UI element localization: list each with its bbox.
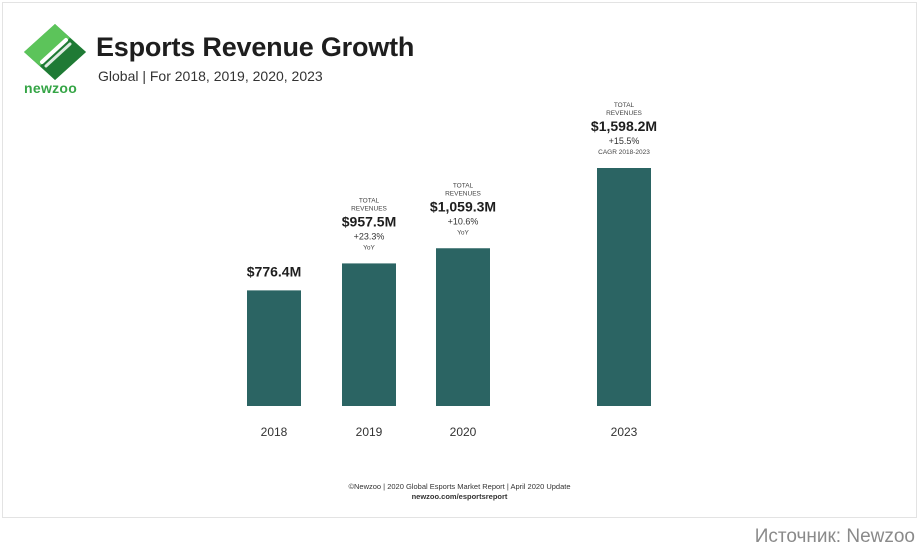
chart-subtitle: Global | For 2018, 2019, 2020, 2023 (98, 68, 323, 84)
growth-note-2019: YoY (363, 244, 375, 251)
footer-url[interactable]: newzoo.com/esportsreport (411, 492, 508, 501)
tick-label-2023: 2023 (611, 425, 638, 439)
caption-line1-2020: TOTAL (453, 182, 474, 189)
bar-2018 (247, 290, 301, 406)
growth-note-2023: CAGR 2018-2023 (598, 149, 650, 156)
tick-label-2018: 2018 (261, 425, 288, 439)
bar-2019 (342, 263, 396, 406)
value-label-2020: $1,059.3M (430, 198, 496, 214)
caption-line2-2023: REVENUES (606, 110, 642, 117)
bar-2020 (436, 248, 490, 406)
newzoo-logo (22, 22, 88, 98)
growth-label-2019: +23.3% (354, 231, 385, 241)
chart-title: Esports Revenue Growth (96, 32, 415, 62)
value-label-2023: $1,598.2M (591, 118, 657, 134)
tick-label-2019: 2019 (356, 425, 383, 439)
growth-label-2023: +15.5% (609, 136, 640, 146)
value-label-2018: $776.4M (247, 263, 301, 279)
source-caption: Источник: Newzoo (754, 526, 915, 547)
footer-credit: ©Newzoo | 2020 Global Esports Market Rep… (348, 482, 571, 491)
tick-label-2020: 2020 (450, 425, 477, 439)
caption-line2-2019: REVENUES (351, 205, 387, 212)
caption-line1-2019: TOTAL (359, 197, 380, 204)
bar-2023 (597, 168, 651, 406)
caption-line2-2020: REVENUES (445, 190, 481, 197)
growth-label-2020: +10.6% (448, 216, 479, 226)
value-label-2019: $957.5M (342, 213, 396, 229)
caption-line1-2023: TOTAL (614, 102, 635, 109)
growth-note-2020: YoY (457, 229, 469, 236)
logo-text: newzoo (24, 80, 78, 96)
newzoo-logo-icon (24, 24, 86, 80)
